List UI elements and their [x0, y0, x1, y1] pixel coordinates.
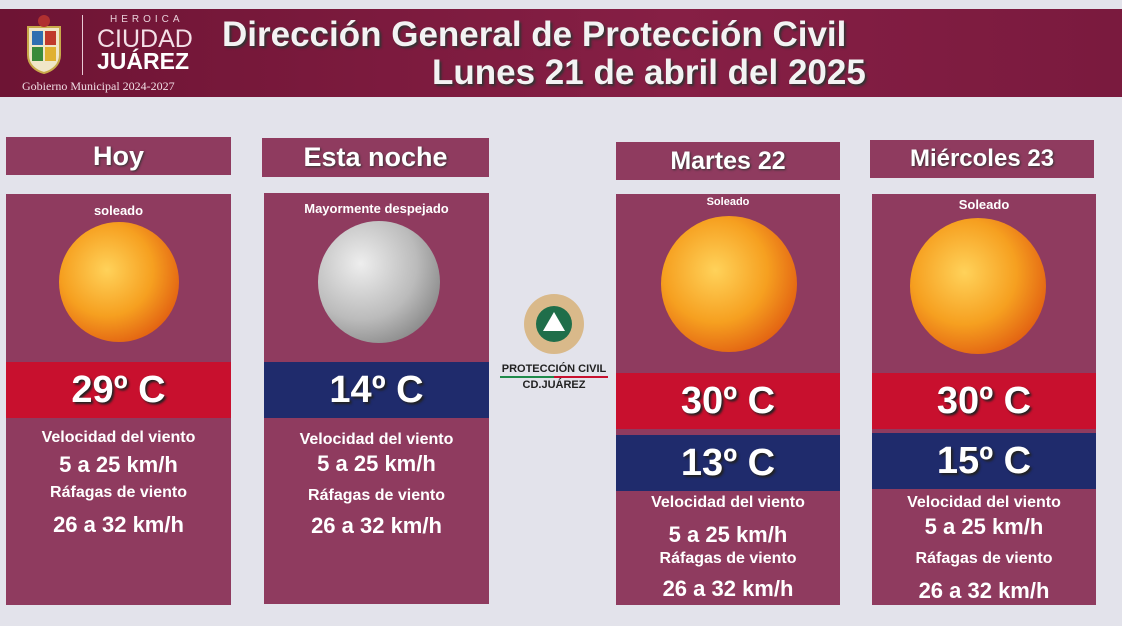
logo-line2: CD.JUÁREZ — [522, 379, 586, 391]
wind-value: 5 a 25 km/h — [317, 451, 436, 476]
wind-label: Velocidad del viento — [651, 494, 805, 511]
wind-value: 5 a 25 km/h — [59, 452, 178, 477]
wind-label: Velocidad del viento — [907, 494, 1061, 511]
wind-value: 5 a 25 km/h — [668, 522, 788, 547]
gust-label: Ráfagas de viento — [659, 550, 797, 567]
max-temperature: 30º C — [872, 373, 1096, 429]
ciudad-text: CIUDAD — [97, 25, 193, 53]
condition: Soleado — [958, 197, 1010, 212]
sun-icon — [910, 218, 1046, 354]
condition: soleado — [93, 203, 144, 218]
temperature: 29º C — [6, 362, 231, 418]
gust-label: Ráfagas de viento — [915, 550, 1053, 567]
card-title-miercoles: Miércoles 23 — [870, 140, 1094, 178]
min-temperature: 15º C — [872, 433, 1096, 489]
forecast-card-miercoles: Soleado 30º C 15º C Velocidad del viento… — [872, 194, 1096, 605]
gobierno-text: Gobierno Municipal 2024-2027 — [22, 79, 175, 93]
moon-icon — [318, 221, 440, 343]
card-title-martes: Martes 22 — [616, 142, 840, 180]
min-temperature: 13º C — [616, 435, 840, 491]
forecast-card-hoy: soleado 29º C Velocidad del viento 5 a 2… — [6, 194, 231, 605]
gust-value: 26 a 32 km/h — [311, 513, 442, 538]
gust-label: Ráfagas de viento — [50, 484, 187, 501]
gust-value: 26 a 32 km/h — [662, 576, 794, 601]
condition: Mayormente despejado — [304, 201, 449, 216]
proteccion-civil-logo: PROTECCIÓN CIVIL CD.JUÁREZ — [494, 292, 614, 391]
sun-icon — [661, 216, 797, 352]
forecast-card-martes: Soleado 30º C 13º C Velocidad del viento… — [616, 194, 840, 605]
heroica-text: HEROICA — [110, 14, 184, 25]
max-temperature: 30º C — [616, 373, 840, 429]
condition: Soleado — [706, 196, 750, 208]
gust-label: Ráfagas de viento — [308, 487, 445, 504]
page-date: Lunes 21 de abril del 2025 — [432, 53, 866, 92]
logo-line1: PROTECCIÓN CIVIL — [501, 363, 607, 375]
header-bar: HEROICA CIUDAD JUÁREZ Gobierno Municipal… — [0, 9, 1122, 97]
proteccion-civil-emblem-icon — [524, 294, 584, 354]
card-title-hoy: Hoy — [6, 137, 231, 175]
temperature: 14º C — [264, 362, 489, 418]
city-crest-icon — [27, 15, 61, 75]
divider — [82, 15, 83, 75]
forecast-card-esta-noche: Mayormente despejado 14º C Velocidad del… — [264, 193, 489, 604]
wind-label: Velocidad del viento — [41, 429, 196, 446]
gust-value: 26 a 32 km/h — [918, 578, 1050, 603]
wind-label: Velocidad del viento — [299, 431, 454, 448]
gust-value: 26 a 32 km/h — [53, 512, 184, 537]
card-title-esta-noche: Esta noche — [262, 138, 489, 177]
flag-line — [500, 376, 608, 378]
page-title: Dirección General de Protección Civil — [222, 15, 847, 54]
sun-icon — [59, 222, 179, 342]
juarez-text: JUÁREZ — [97, 48, 190, 74]
wind-value: 5 a 25 km/h — [924, 514, 1044, 539]
